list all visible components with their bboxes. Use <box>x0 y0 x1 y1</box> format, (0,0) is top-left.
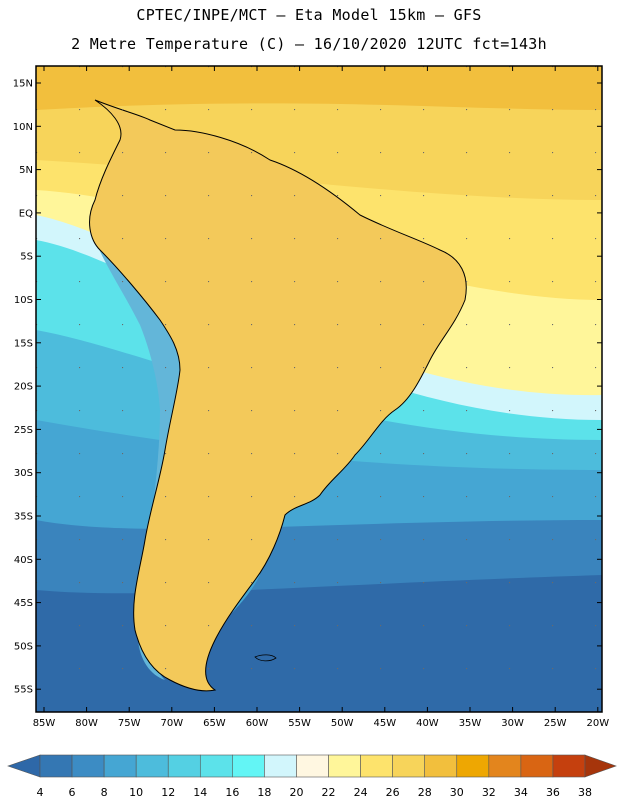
colorbar-over-arrow <box>584 754 617 778</box>
lat-label: 15N <box>13 79 33 90</box>
colorbar-tick-label: 16 <box>225 786 239 799</box>
longitude-axis: 85W 80W 75W 70W 65W 60W 55W 50W 45W 40W 35W 30W 25W 2… <box>33 66 609 729</box>
colorbar-box <box>520 754 554 778</box>
colorbar-tick-label: 6 <box>69 786 76 799</box>
lon-label: 80W <box>75 718 98 729</box>
colorbar-box <box>392 754 426 778</box>
lon-label: 60W <box>246 718 269 729</box>
grid-dots <box>36 66 602 712</box>
colorbar-box <box>39 754 73 778</box>
colorbar-tick-label: 30 <box>450 786 464 799</box>
lon-label: 75W <box>118 718 141 729</box>
lon-label: 85W <box>33 718 56 729</box>
latitude-axis: 15N 10N 5N EQ 5S 10S 15S 20S 25S 30S 35S 40S 45S 50S 5… <box>13 79 602 696</box>
lon-label: 35W <box>459 718 482 729</box>
colorbar-box <box>264 754 297 778</box>
lon-label: 70W <box>160 718 183 729</box>
colorbar-tick-label: 26 <box>386 786 400 799</box>
colorbar-box <box>488 754 522 778</box>
lat-label: 35S <box>14 512 33 523</box>
colorbar-tick-label: 4 <box>37 786 44 799</box>
colorbar-box <box>199 754 233 778</box>
temperature-colorbar: 4 6 8 10 12 14 16 18 20 22 24 26 28 30 32 34 36 38 <box>7 754 617 799</box>
lat-label: 10S <box>14 295 33 306</box>
colorbar-tick-label: 36 <box>546 786 560 799</box>
lon-label: 55W <box>288 718 311 729</box>
lon-label: 25W <box>544 718 567 729</box>
colorbar-box <box>103 754 137 778</box>
colorbar-box <box>424 754 458 778</box>
colorbar-tick-label: 20 <box>289 786 303 799</box>
lat-label: 10N <box>13 122 33 133</box>
colorbar-box <box>135 754 169 778</box>
colorbar-tick-label: 14 <box>193 786 207 799</box>
map-field <box>36 66 602 712</box>
lon-label: 20W <box>586 718 609 729</box>
map-title-line2: 2 Metre Temperature (C) – 16/10/2020 12U… <box>71 35 547 53</box>
colorbar-tick-label: 24 <box>354 786 368 799</box>
colorbar-box <box>360 754 393 778</box>
lon-label: 45W <box>373 718 396 729</box>
colorbar-box <box>167 754 201 778</box>
colorbar-box <box>71 754 105 778</box>
colorbar-tick-label: 22 <box>322 786 336 799</box>
lon-label: 30W <box>501 718 524 729</box>
lat-label: 15S <box>14 338 33 349</box>
lon-label: 40W <box>416 718 439 729</box>
lat-label: 30S <box>14 468 33 479</box>
colorbar-tick-label: 10 <box>129 786 143 799</box>
colorbar-box <box>552 754 586 778</box>
colorbar-tick-label: 28 <box>418 786 432 799</box>
colorbar-box <box>232 754 265 778</box>
lon-label: 50W <box>331 718 354 729</box>
lat-label: 5S <box>20 252 33 263</box>
colorbar-box <box>328 754 361 778</box>
colorbar-tick-label: 34 <box>514 786 528 799</box>
lat-label: EQ <box>19 208 33 219</box>
colorbar-tick-label: 18 <box>257 786 271 799</box>
lat-label: 50S <box>14 641 33 652</box>
map-title-line1: CPTEC/INPE/MCT – Eta Model 15km – GFS <box>136 6 482 24</box>
lat-label: 20S <box>14 382 33 393</box>
map-frame <box>35 65 603 713</box>
colorbar-tick-label: 12 <box>161 786 175 799</box>
colorbar-box <box>456 754 490 778</box>
colorbar-tick-label: 38 <box>578 786 592 799</box>
lat-label: 45S <box>14 598 33 609</box>
colorbar-box <box>296 754 329 778</box>
lat-label: 40S <box>14 555 33 566</box>
lat-label: 5N <box>19 165 33 176</box>
lat-label: 25S <box>14 425 33 436</box>
colorbar-tick-label: 8 <box>101 786 108 799</box>
colorbar-tick-label: 32 <box>482 786 496 799</box>
lon-label: 65W <box>203 718 226 729</box>
lat-label: 55S <box>14 685 33 696</box>
colorbar-under-arrow <box>7 754 41 778</box>
